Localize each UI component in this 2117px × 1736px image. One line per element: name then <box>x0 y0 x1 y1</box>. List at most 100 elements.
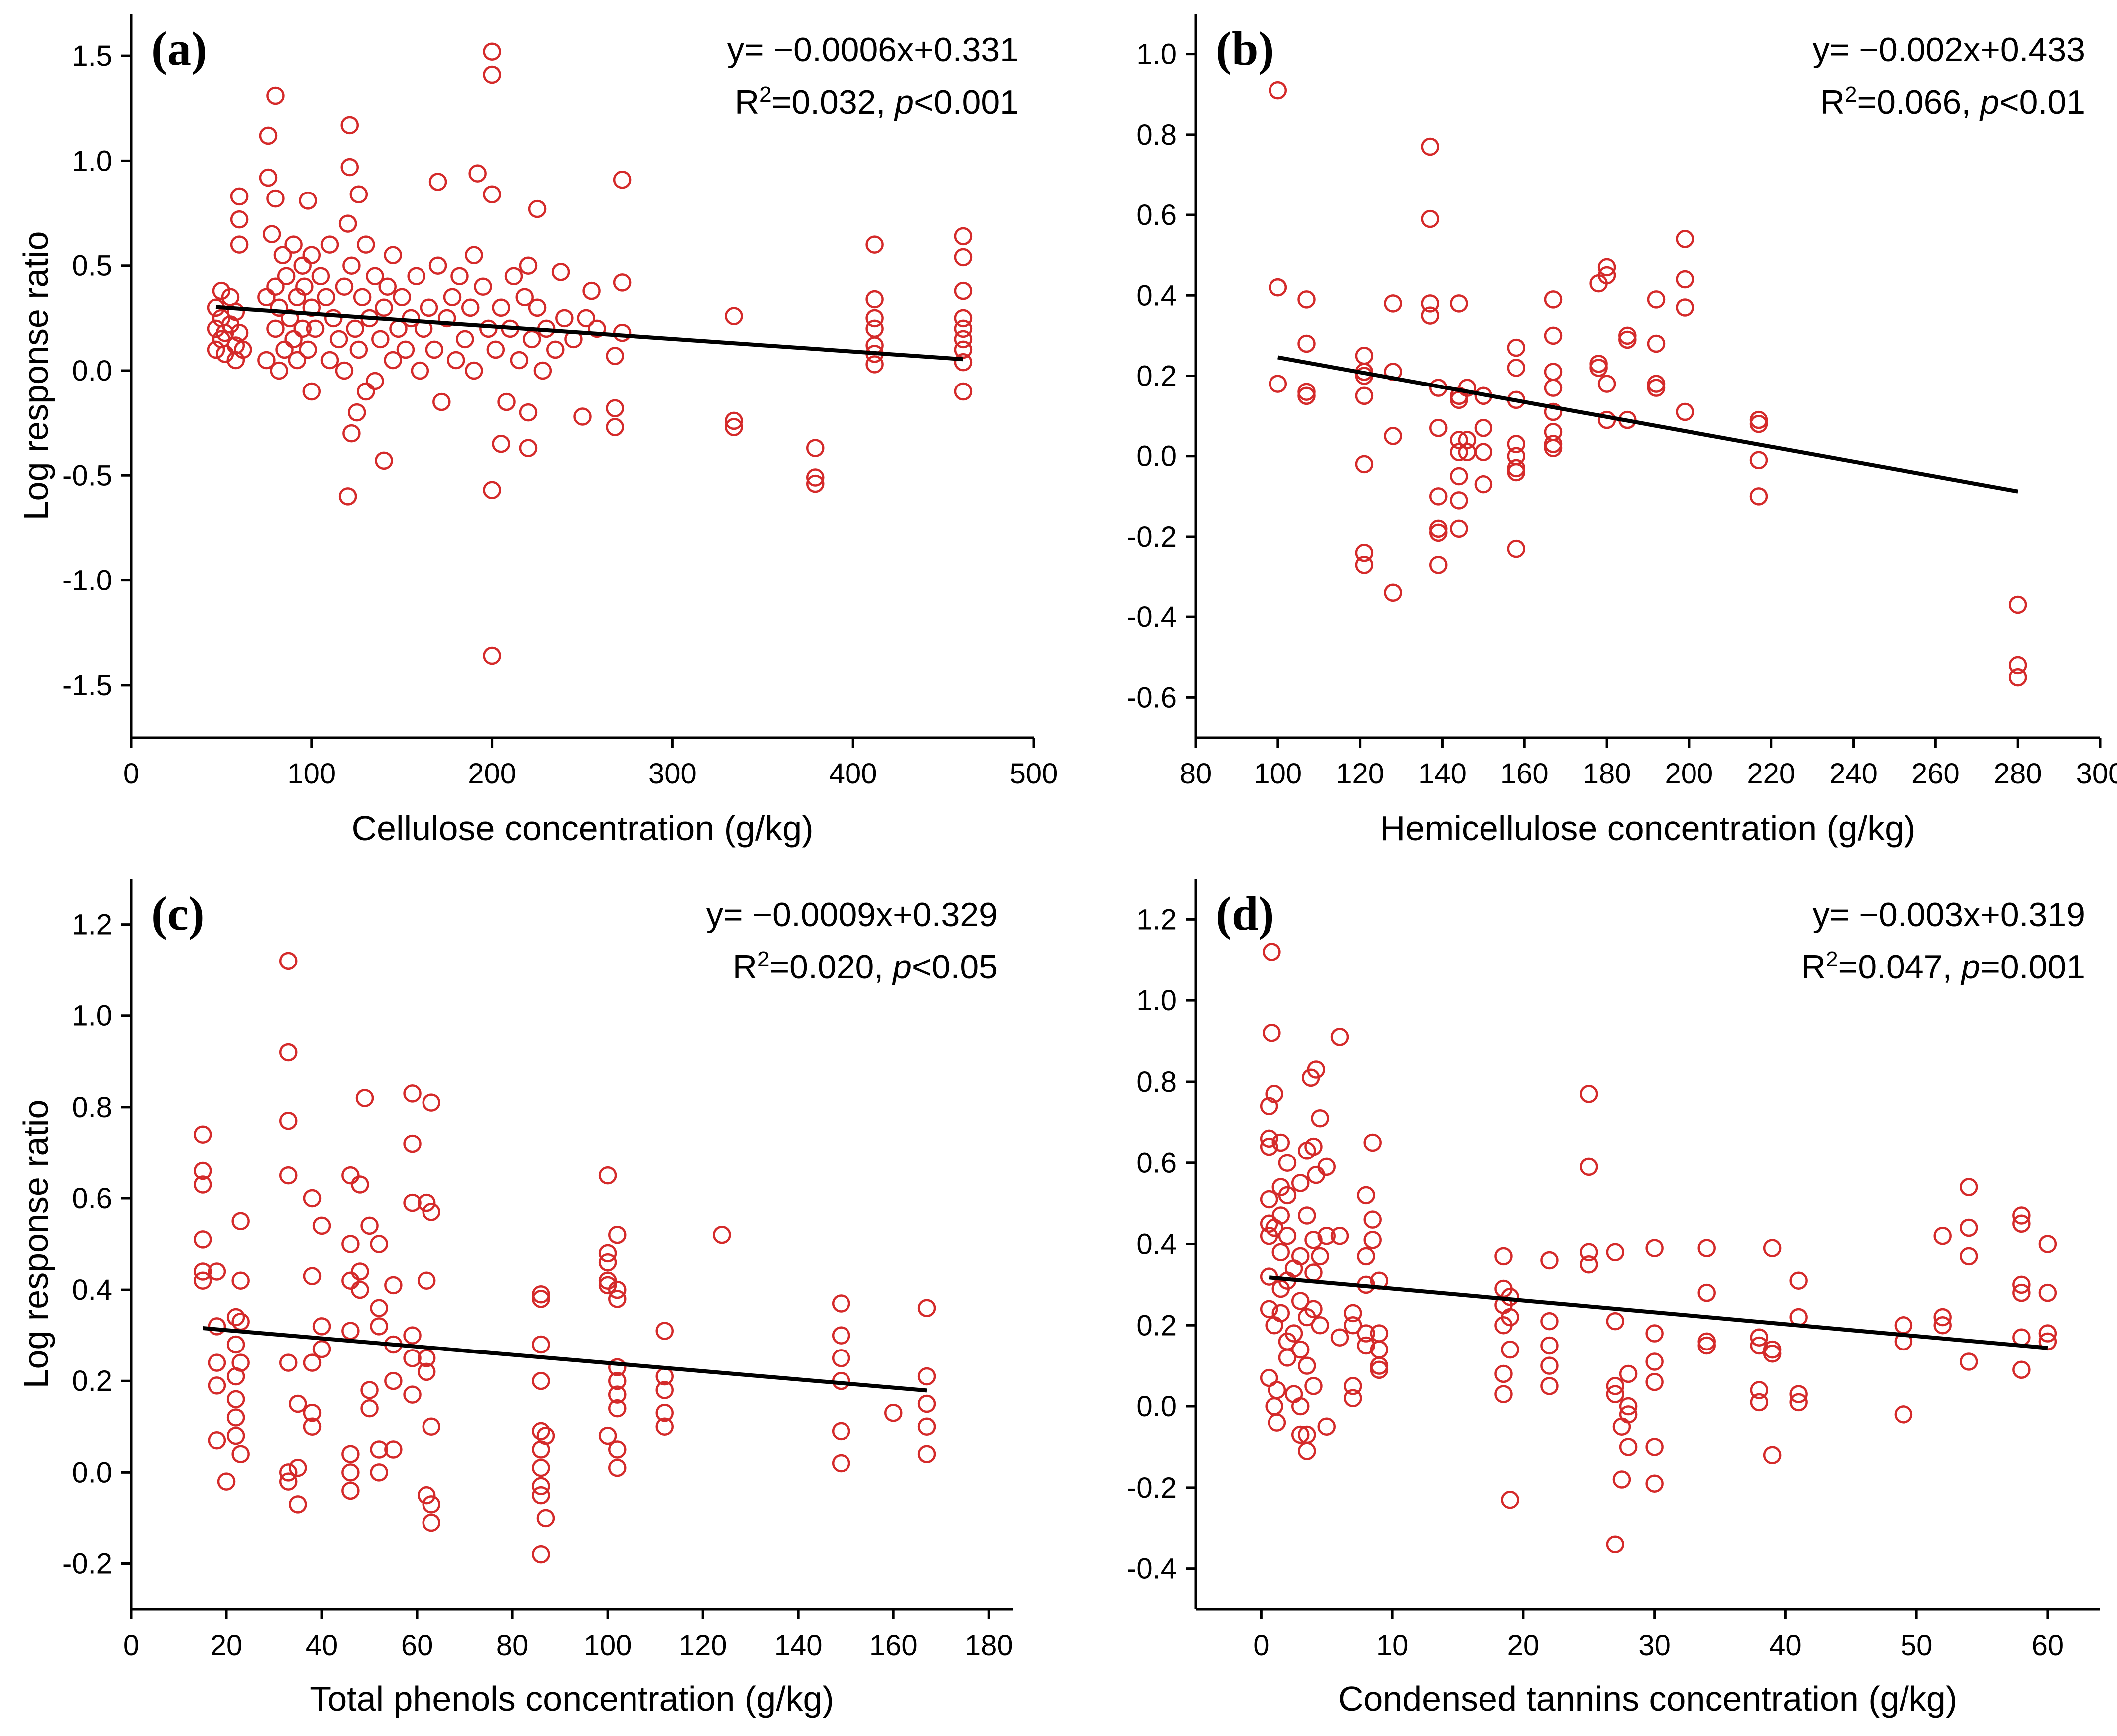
x-tick-label: 20 <box>1507 1629 1540 1662</box>
data-point <box>1645 1324 1664 1343</box>
data-point <box>341 1322 360 1340</box>
data-point <box>384 246 402 264</box>
data-point <box>396 340 415 359</box>
data-point <box>341 1235 360 1253</box>
data-point <box>608 1399 627 1418</box>
data-point <box>725 307 743 325</box>
data-point <box>302 382 321 401</box>
r2-value: =0.032, <box>772 83 895 121</box>
data-point <box>403 1326 422 1345</box>
x-tick-label: 120 <box>1336 758 1384 790</box>
data-point <box>474 277 492 296</box>
data-point <box>342 424 361 443</box>
data-point <box>335 277 354 296</box>
r2-exponent: 2 <box>759 82 771 107</box>
data-point <box>1749 414 1768 433</box>
data-point <box>293 256 312 275</box>
data-point <box>1363 1133 1382 1152</box>
x-tick-label: 100 <box>287 758 336 790</box>
data-point <box>1304 1231 1323 1249</box>
y-tick-label: -0.5 <box>62 459 112 492</box>
data-point <box>1540 1356 1559 1375</box>
data-point <box>346 319 364 338</box>
data-point <box>1263 1024 1281 1042</box>
data-point <box>461 298 480 317</box>
data-point <box>230 235 249 254</box>
y-tick-label: 0.0 <box>72 355 112 387</box>
data-point <box>293 319 312 338</box>
data-point <box>1297 290 1316 309</box>
data-point <box>2038 1283 2057 1302</box>
data-point <box>1959 1218 1978 1237</box>
data-point <box>479 319 498 338</box>
data-point <box>1580 1157 1598 1176</box>
data-point <box>1278 1349 1297 1367</box>
data-point <box>1750 1393 1769 1412</box>
data-point <box>320 351 339 370</box>
r2-exponent: 2 <box>757 947 769 971</box>
data-point <box>1271 1243 1290 1262</box>
data-point <box>194 1230 212 1249</box>
data-point <box>284 235 303 254</box>
data-point <box>865 319 884 338</box>
regression-equation: y= −0.003x+0.319 <box>1813 896 2085 934</box>
panel-label: (b) <box>1216 22 1274 75</box>
data-point <box>407 267 425 285</box>
data-point <box>1429 419 1448 437</box>
data-point <box>954 319 973 338</box>
data-point <box>1612 1417 1631 1436</box>
data-point <box>515 288 534 307</box>
data-point <box>1291 1247 1310 1266</box>
data-point <box>1894 1405 1913 1424</box>
data-point <box>1298 1356 1316 1375</box>
data-point <box>230 324 249 342</box>
data-point <box>1763 1239 1782 1257</box>
data-point <box>582 281 601 300</box>
y-tick-label: 1.2 <box>72 909 112 941</box>
data-point <box>608 1371 627 1390</box>
data-point <box>1507 338 1526 357</box>
data-point <box>317 288 335 307</box>
data-point <box>519 403 538 422</box>
r2-value: =0.066, <box>1857 83 1980 121</box>
data-point <box>1589 359 1608 377</box>
data-point <box>598 1253 617 1272</box>
data-point <box>1307 1165 1325 1184</box>
data-point <box>504 267 523 285</box>
data-point <box>1304 1300 1323 1318</box>
data-point <box>1959 1178 1978 1196</box>
data-point <box>1597 266 1616 285</box>
data-point <box>417 1271 436 1290</box>
regression-equation: y= −0.0006x+0.331 <box>727 31 1019 69</box>
data-point <box>713 1225 731 1244</box>
data-point <box>351 1175 369 1194</box>
data-point <box>884 1404 903 1422</box>
data-point <box>954 353 973 372</box>
data-point <box>231 1312 250 1331</box>
regression-line <box>215 305 964 362</box>
data-point <box>832 1294 850 1313</box>
data-point <box>1763 1345 1782 1363</box>
data-point <box>1450 491 1468 510</box>
data-point <box>1304 1137 1323 1156</box>
data-point <box>384 351 402 370</box>
data-point <box>270 361 288 380</box>
data-point <box>832 1422 850 1441</box>
data-point <box>1265 1397 1283 1416</box>
data-point <box>606 418 624 436</box>
data-point <box>230 210 249 229</box>
data-point <box>207 340 225 359</box>
data-point <box>832 1454 850 1473</box>
data-point <box>312 1340 331 1358</box>
data-point <box>1676 230 1694 248</box>
data-point <box>1311 1247 1329 1266</box>
data-point <box>375 451 393 470</box>
data-point <box>384 1440 403 1459</box>
r-squared-annotation: R2=0.066, p<0.01 <box>1820 82 2085 122</box>
data-point <box>917 1445 936 1463</box>
data-point <box>1540 1312 1559 1331</box>
r-squared-annotation: R2=0.032, p<0.001 <box>735 82 1019 122</box>
y-tick-label: 0.6 <box>1136 199 1177 231</box>
data-point <box>532 1477 550 1496</box>
